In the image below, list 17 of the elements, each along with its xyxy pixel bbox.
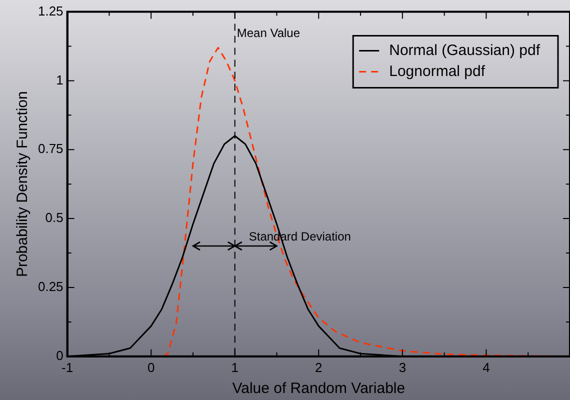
y-tick-label: 1 — [56, 72, 64, 88]
y-tick-label: 0.25 — [38, 279, 64, 294]
x-tick-label: 2 — [315, 360, 322, 375]
x-tick-label: 4 — [482, 360, 490, 375]
y-axis-title: Probability Density Function — [14, 91, 32, 278]
x-tick-label: 3 — [398, 360, 406, 375]
y-tick-label: 0.5 — [45, 210, 64, 226]
legend-label: Normal (Gaussian) pdf — [389, 42, 541, 59]
y-tick-label: 1.25 — [38, 3, 64, 18]
ref-line-label: Mean Value — [236, 26, 300, 40]
x-tick-label: 1 — [231, 360, 238, 375]
x-tick-label: 0 — [147, 360, 155, 375]
x-axis-title: Value of Random Variable — [232, 380, 406, 398]
legend-label: Lognormal pdf — [389, 62, 486, 80]
x-tick-label: -1 — [62, 360, 74, 375]
y-tick-label: 0 — [56, 348, 64, 363]
y-tick-label: 0.75 — [38, 141, 64, 156]
